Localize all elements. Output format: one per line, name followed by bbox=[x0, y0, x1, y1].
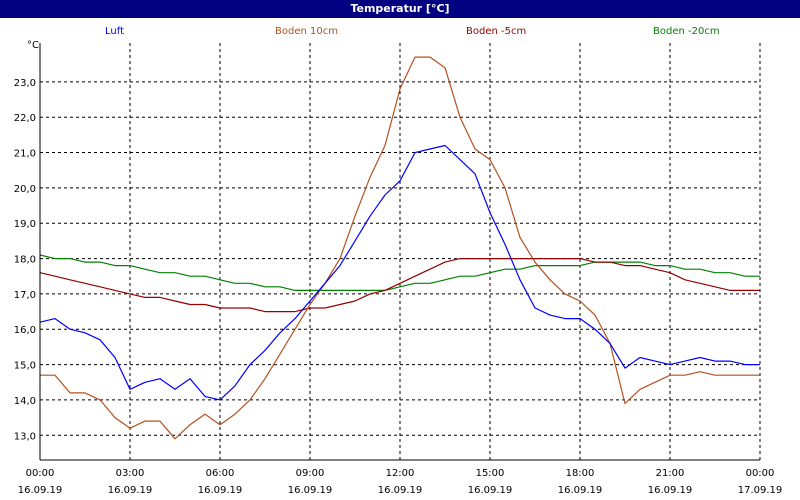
x-tick-time: 00:00 bbox=[746, 468, 775, 479]
x-tick-date: 16.09.19 bbox=[558, 485, 603, 496]
x-tick-date: 17.09.19 bbox=[738, 485, 783, 496]
series-luft-line bbox=[39, 144, 760, 401]
y-tick-label: 14,0 bbox=[14, 396, 36, 407]
x-tick-time: 06:00 bbox=[206, 468, 235, 479]
x-tick-time: 00:00 bbox=[26, 468, 55, 479]
legend-boden-10cm: Boden 10cm bbox=[275, 26, 338, 37]
series-boden-minus-20cm-line bbox=[39, 254, 760, 291]
x-tick-date: 16.09.19 bbox=[18, 485, 63, 496]
x-tick-time: 09:00 bbox=[296, 468, 325, 479]
x-tick-time: 21:00 bbox=[656, 468, 685, 479]
legend: Luft Boden 10cm Boden -5cm Boden -20cm bbox=[105, 26, 720, 37]
series-lines bbox=[39, 56, 760, 440]
series-boden-10cm-line bbox=[40, 56, 760, 440]
axes bbox=[39, 43, 760, 461]
legend-luft: Luft bbox=[105, 26, 124, 37]
grid bbox=[40, 43, 761, 460]
y-tick-label: 23,0 bbox=[14, 78, 36, 89]
x-tick-time: 03:00 bbox=[116, 468, 145, 479]
legend-boden-minus-5cm: Boden -5cm bbox=[466, 26, 526, 37]
x-tick-date: 16.09.19 bbox=[198, 485, 243, 496]
x-tick-date: 16.09.19 bbox=[288, 485, 333, 496]
y-tick-label: 18,0 bbox=[14, 255, 36, 266]
x-tick-time: 12:00 bbox=[386, 468, 415, 479]
legend-boden-minus-20cm: Boden -20cm bbox=[653, 26, 720, 37]
y-tick-label: 16,0 bbox=[14, 325, 36, 336]
y-tick-label: 13,0 bbox=[14, 431, 36, 442]
x-tick-date: 16.09.19 bbox=[378, 485, 423, 496]
x-tick-date: 16.09.19 bbox=[468, 485, 513, 496]
x-tick-date: 16.09.19 bbox=[648, 485, 693, 496]
y-axis-unit-label: °C bbox=[27, 40, 39, 51]
y-tick-label: 15,0 bbox=[14, 361, 36, 372]
x-tick-time: 15:00 bbox=[476, 468, 505, 479]
y-tick-label: 19,0 bbox=[14, 219, 36, 230]
y-tick-label: 17,0 bbox=[14, 290, 36, 301]
x-tick-time: 18:00 bbox=[566, 468, 595, 479]
x-tick-labels: 00:00 16.09.19 03:00 16.09.19 06:00 16.09.19 0… bbox=[18, 468, 783, 496]
y-tick-label: 22,0 bbox=[14, 113, 36, 124]
y-tick-label: 20,0 bbox=[14, 184, 36, 195]
temperature-chart: 13,0 14,0 15,0 16,0 17,0 18,0 19,0 20,0 21,0 22,0… bbox=[14, 26, 783, 496]
y-tick-label: 21,0 bbox=[14, 149, 36, 160]
chart-title: Temperatur [°C] bbox=[0, 0, 800, 18]
y-tick-labels: 13,0 14,0 15,0 16,0 17,0 18,0 19,0 20,0 21,0 22,0… bbox=[14, 78, 36, 442]
x-tick-date: 16.09.19 bbox=[108, 485, 153, 496]
series-boden-minus-5cm-line bbox=[39, 258, 760, 313]
